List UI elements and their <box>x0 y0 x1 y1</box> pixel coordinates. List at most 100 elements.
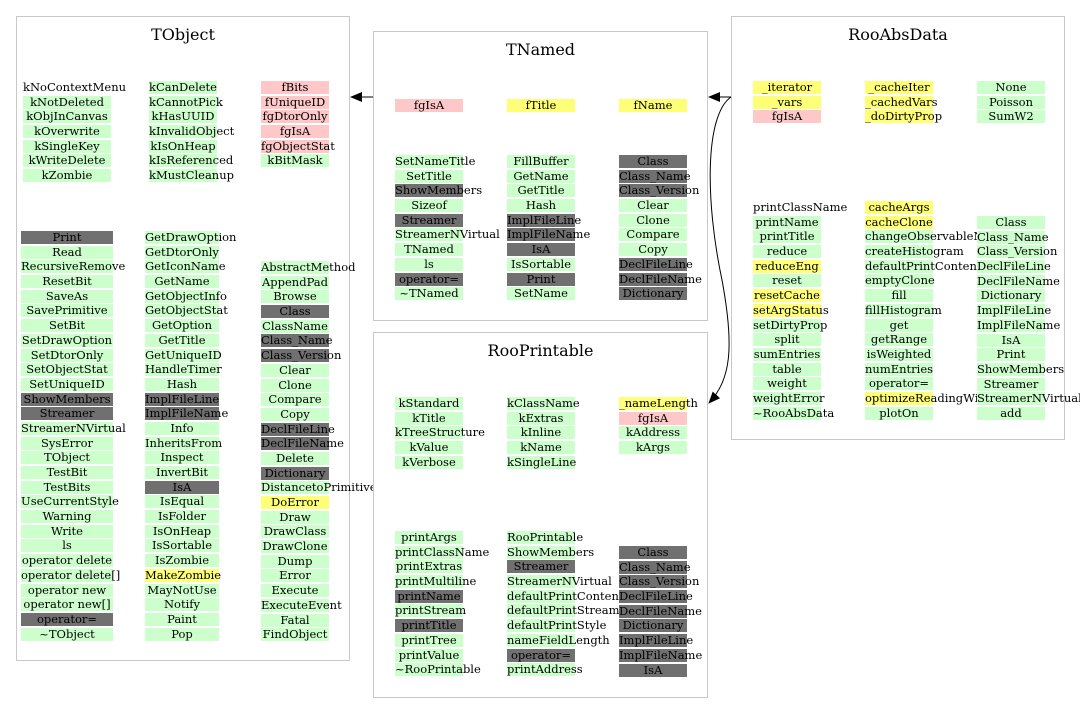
class-member: table <box>753 362 821 376</box>
class-member: kStandard <box>395 397 463 410</box>
class-member: ResetBit <box>21 275 113 289</box>
class-member: printName <box>395 589 463 603</box>
class-member: Print <box>977 348 1045 362</box>
class-member: Clear <box>619 199 687 213</box>
class-member: Class_Version <box>619 183 700 198</box>
class-member: fBits <box>261 81 329 94</box>
class-member: DeclFileName <box>261 436 344 451</box>
member-column: Print Read RecursiveRemove ResetBit SaveAs Sa… <box>21 231 126 642</box>
class-member: TestBit <box>21 466 113 479</box>
class-member: GetDtorOnly <box>145 244 219 259</box>
class-member: GetName <box>145 275 219 289</box>
class-member: IsA <box>977 333 1045 347</box>
class-member: SetBit <box>21 319 113 333</box>
class-member: sumEntries <box>753 346 821 361</box>
class-member: printClassName <box>395 544 490 559</box>
class-member: printMultiline <box>395 574 477 589</box>
class-member: kVerbose <box>395 455 463 469</box>
class-member: _nameLength <box>619 396 698 410</box>
class-member: IsA <box>507 243 575 257</box>
class-member: SetTitle <box>395 169 463 183</box>
class-member: nameFieldLength <box>507 632 610 647</box>
class-member: DeclFileName <box>619 271 702 286</box>
class-box-tobject: TObject kNoContextMenu kNotDeleted kObjInC… <box>16 16 377 661</box>
member-column: printArgs printClassName printExtras printM… <box>395 531 490 678</box>
member-column: fName <box>619 99 687 114</box>
class-member: reset <box>753 274 821 288</box>
class-member: operator= <box>865 377 933 391</box>
class-member: ~TObject <box>21 627 113 641</box>
class-member: fTitle <box>507 99 575 112</box>
member-column: None Poisson SumW2 <box>977 81 1045 125</box>
class-member: IsA <box>145 480 219 494</box>
class-member: ImplFileLine <box>977 303 1052 318</box>
class-member: Browse <box>261 290 329 304</box>
class-member: GetName <box>507 169 575 183</box>
class-member: ExecuteEvent <box>261 597 342 612</box>
class-member: Read <box>21 245 113 259</box>
class-member: GetObjectInfo <box>145 288 227 303</box>
member-column: fTitle <box>507 99 575 114</box>
class-member: kHasUUID <box>149 110 217 124</box>
class-member: ImplFileName <box>507 227 591 242</box>
member-column: fgIsA <box>395 99 463 114</box>
class-member: DeclFileLine <box>261 421 335 436</box>
class-member: kCannotPick <box>149 94 223 109</box>
class-member: SetObjectStat <box>21 363 113 377</box>
class-member: cacheClone <box>865 214 933 229</box>
class-member: ClassName <box>261 318 329 333</box>
class-member: ImplFileName <box>619 647 703 662</box>
class-member: IsSortable <box>145 539 219 553</box>
class-member: Streamer <box>977 377 1045 391</box>
class-member: InheritsFrom <box>145 435 223 450</box>
member-column: Class Class_Name Class_Version Clear Clone Co… <box>619 155 702 302</box>
class-member: ImplFileLine <box>145 391 220 406</box>
member-column: Class Class_Name Class_Version DeclFileLine… <box>977 216 1080 422</box>
class-member: ShowMembers <box>395 183 483 198</box>
class-member: MayNotUse <box>145 583 219 597</box>
class-member: AppendPad <box>261 274 329 289</box>
class-member: None <box>977 81 1045 94</box>
class-member: Class <box>977 216 1045 229</box>
class-member: fgObjectStat <box>261 138 335 153</box>
class-title: RooPrintable <box>487 341 594 360</box>
class-member: Dictionary <box>619 287 687 301</box>
class-member: fgIsA <box>619 411 687 425</box>
class-member: UseCurrentStyle <box>21 494 119 509</box>
class-member: ImplFileLine <box>619 633 694 648</box>
class-member: GetUniqueID <box>145 347 222 362</box>
class-member: fgDtorOnly <box>261 109 329 124</box>
class-member: SetUniqueID <box>21 377 113 391</box>
class-member: _doDirtyProp <box>865 109 943 124</box>
class-member: SysError <box>21 436 113 450</box>
class-member: GetObjectStat <box>145 303 228 318</box>
class-member: kBitMask <box>261 154 329 168</box>
class-member: Compare <box>261 393 329 407</box>
member-column: Class Class_Name Class_Version DeclFileLine… <box>619 546 703 678</box>
class-member: GetOption <box>145 319 219 333</box>
class-member: StreamerNVirtual <box>977 391 1080 406</box>
member-column: cacheArgs cacheClone changeObservableName c… <box>865 201 1039 421</box>
class-member: printAddress <box>507 662 583 677</box>
class-member: reduce <box>753 245 821 259</box>
class-member: printArgs <box>395 531 463 544</box>
class-member: Write <box>21 524 113 538</box>
class-member: Warning <box>21 510 113 524</box>
class-member: DeclFileName <box>977 273 1060 288</box>
class-member: StreamerNVirtual <box>21 420 126 435</box>
class-member: kIsReferenced <box>149 153 234 168</box>
class-member: Clone <box>619 213 687 227</box>
class-member: optimizeReadingWithCaching <box>865 390 1039 405</box>
class-member: defaultPrintContents <box>865 258 988 273</box>
member-column: _cacheIter _cachedVars _doDirtyProp <box>865 81 943 125</box>
class-member: printExtras <box>395 559 463 574</box>
class-member: FindObject <box>261 627 329 642</box>
class-member: Pop <box>145 627 219 641</box>
class-member: IsEqual <box>145 495 219 509</box>
class-member: Dump <box>261 554 329 568</box>
class-member: printTitle <box>395 619 463 633</box>
class-member: Class_Version <box>977 244 1058 259</box>
member-column: RooPrintable ShowMembers Streamer StreamerN… <box>507 531 629 678</box>
class-member: fgIsA <box>395 99 463 112</box>
member-column: kNoContextMenu kNotDeleted kObjInCanvas kOv… <box>23 81 126 184</box>
